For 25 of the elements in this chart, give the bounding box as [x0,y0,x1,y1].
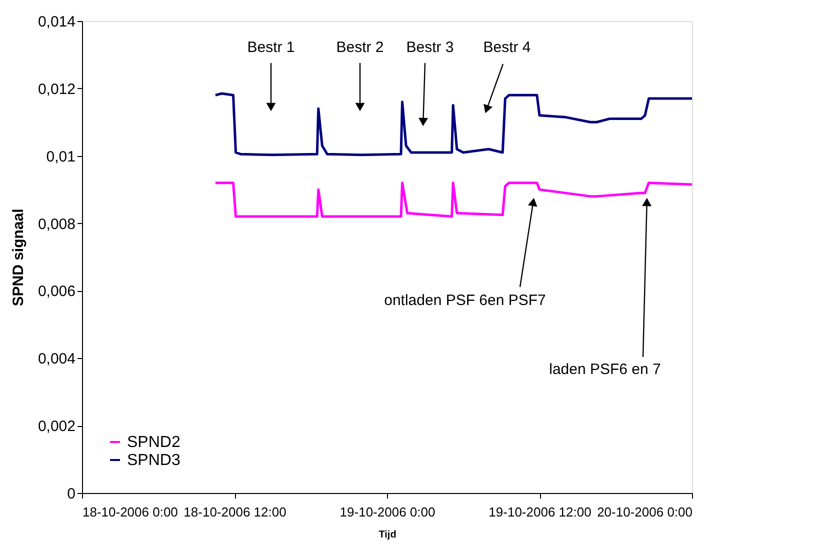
y-tick-label: 0,008 [38,216,76,233]
annotation: Bestr 1 [247,39,295,56]
line-series [214,92,694,156]
annotation: ontladen PSF 6en PSF7 [384,292,546,309]
x-axis-title: Tijd [378,530,396,540]
y-tick-label: 0,01 [46,148,76,166]
y-tick-label: 0,014 [38,14,76,30]
y-tick-label: 0 [67,486,76,502]
x-tick-label: 18-10-2006 0:00 [82,504,178,520]
x-tick-label: 20-10-2006 0:00 [597,504,692,520]
y-tick-label: 0,006 [38,283,76,300]
legend-label: SPND3 [127,452,180,469]
y-tick-label: 0,002 [38,418,76,436]
legend-label: SPND2 [127,434,180,451]
line-series [214,182,694,218]
x-tick-label: 19-10-2006 12:00 [488,504,592,520]
y-axis-title: SPND signaal [10,208,27,306]
annotation: Bestr 2 [336,39,384,56]
annotation: Bestr 3 [406,39,454,56]
x-tick-label: 19-10-2006 0:00 [340,504,436,520]
y-tick-label: 0,004 [38,350,76,368]
annotation: Bestr 4 [483,39,531,56]
y-tick-label: 0,012 [38,80,76,98]
x-tick-label: 18-10-2006 12:00 [184,504,286,520]
annotation: laden PSF6 en 7 [549,361,661,378]
